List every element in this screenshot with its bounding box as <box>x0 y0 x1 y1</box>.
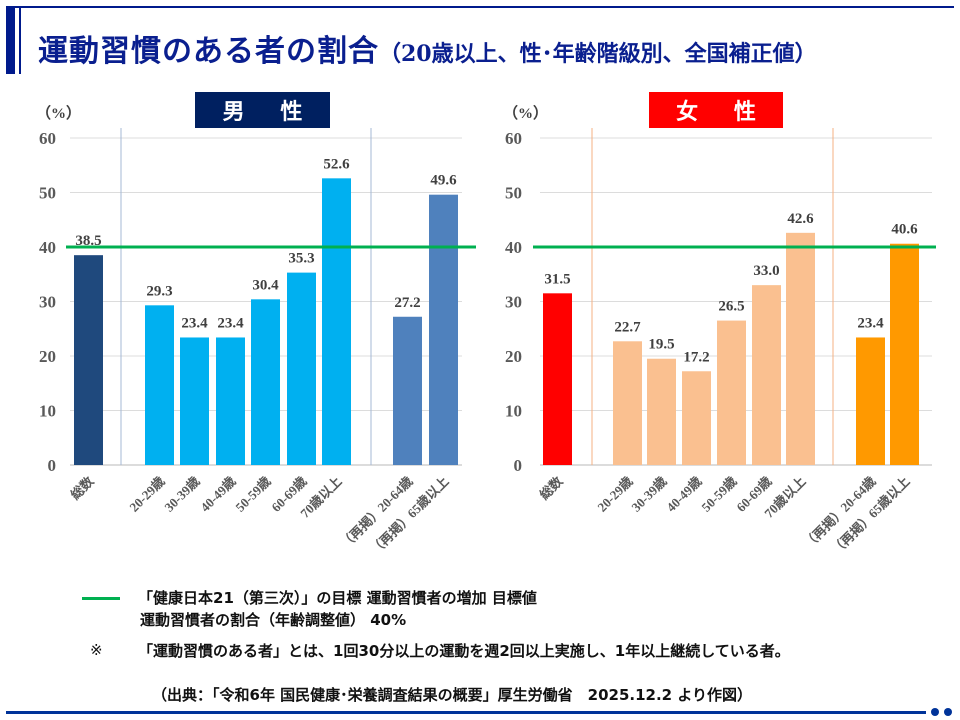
note-mark: ※ <box>90 641 103 659</box>
female-bar <box>856 337 885 465</box>
female-bar-value-label: 31.5 <box>544 271 570 287</box>
male-bar-value-label: 52.6 <box>323 156 350 172</box>
female-bar-value-label: 19.5 <box>648 337 674 353</box>
female-bar <box>890 243 919 465</box>
page-title-main: 運動習慣のある者の割合 <box>38 34 379 69</box>
female-y-tick-label: 50 <box>505 184 522 203</box>
female-bar <box>682 371 711 465</box>
male-y-tick-label: 20 <box>39 347 56 366</box>
female-bar-value-label: 22.7 <box>614 319 641 335</box>
male-y-tick-label: 60 <box>39 129 56 148</box>
bottom-rule <box>6 711 926 714</box>
page-title-subtitle: （20歳以上、性･年齢階級別、全国補正値） <box>379 41 817 67</box>
decorative-dot <box>931 708 939 716</box>
male-y-unit-label: （%） <box>36 104 81 122</box>
male-category-label: 総数 <box>68 473 98 503</box>
male-bar <box>429 194 458 465</box>
male-bar-value-label: 23.4 <box>181 315 208 331</box>
male-bar-value-label: 35.3 <box>288 251 314 267</box>
decorative-dot <box>944 708 952 716</box>
target-line-legend-swatch <box>82 597 120 600</box>
female-bar-value-label: 23.4 <box>857 315 884 331</box>
female-y-tick-label: 0 <box>514 456 523 475</box>
female-category-label: 20-29歳 <box>594 474 635 515</box>
male-bar <box>74 255 103 465</box>
female-panel-label: 女 性 <box>649 92 783 128</box>
female-y-tick-label: 10 <box>505 402 522 421</box>
female-bar-value-label: 42.6 <box>787 211 814 227</box>
female-bar <box>786 232 815 465</box>
source-citation: （出典：「令和6年 国民健康･栄養調査結果の概要」厚生労働省 2025.12.2… <box>152 686 753 704</box>
male-bar <box>393 316 422 465</box>
male-y-tick-label: 50 <box>39 184 56 203</box>
male-bar <box>180 337 209 465</box>
male-category-label: 40-49歳 <box>197 474 238 515</box>
title-top-rule <box>6 6 954 8</box>
female-bar-value-label: 26.5 <box>718 299 744 315</box>
female-bar-value-label: 33.0 <box>753 263 779 279</box>
female-y-tick-label: 20 <box>505 347 522 366</box>
page-title: 運動習慣のある者の割合（20歳以上、性･年齢階級別、全国補正値） <box>38 26 817 70</box>
male-panel-label: 男 性 <box>195 92 330 128</box>
female-category-label: 40-49歳 <box>663 474 704 515</box>
legend-text-line1: 「健康日本21（第三次）」の目標 運動習慣者の増加 目標値 <box>138 589 537 607</box>
male-category-label: 50-59歳 <box>232 474 273 515</box>
male-y-tick-label: 0 <box>48 456 57 475</box>
male-bar <box>251 299 280 465</box>
male-bar-value-label: 27.2 <box>394 295 420 311</box>
female-category-label: 30-39歳 <box>628 474 669 515</box>
legend-text-line2: 運動習慣者の割合（年齢調整値） 40% <box>140 611 407 629</box>
female-bar-value-label: 40.6 <box>891 222 918 238</box>
female-y-tick-label: 60 <box>505 129 522 148</box>
male-bar-value-label: 23.4 <box>217 315 244 331</box>
female-bar <box>647 358 676 465</box>
male-y-tick-label: 40 <box>39 238 56 257</box>
male-bar-value-label: 49.6 <box>430 173 457 189</box>
male-bar <box>287 272 316 465</box>
female-bar <box>613 341 642 465</box>
male-category-label: 30-39歳 <box>161 474 202 515</box>
male-bar-value-label: 38.5 <box>75 233 101 249</box>
male-bar-value-label: 30.4 <box>252 277 279 293</box>
female-bar <box>543 293 572 465</box>
female-bar-value-label: 17.2 <box>683 349 709 365</box>
female-category-label: 総数 <box>537 473 567 503</box>
note-text: 「運動習慣のある者」とは、1回30分以上の運動を週2回以上実施し、1年以上継続し… <box>138 642 790 660</box>
female-y-unit-label: （%） <box>503 104 548 122</box>
female-category-label: 50-59歳 <box>698 474 739 515</box>
female-y-tick-label: 30 <box>505 293 522 312</box>
charts-canvas: （%） 0 10 20 30 40 50 60 38.5 総数 29.3 20-29歳 23.4 30-3… <box>36 104 936 558</box>
female-y-tick-label: 40 <box>505 238 522 257</box>
title-accent-bar <box>6 8 15 74</box>
male-bar-value-label: 29.3 <box>146 283 172 299</box>
male-bar <box>216 337 245 465</box>
male-category-label: 20-29歳 <box>126 474 167 515</box>
male-y-tick-label: 10 <box>39 402 56 421</box>
female-bar <box>717 320 746 465</box>
male-bar <box>145 305 174 465</box>
male-y-tick-label: 30 <box>39 293 56 312</box>
male-bar <box>322 178 351 465</box>
female-bar <box>752 285 781 465</box>
title-accent-thin-bar <box>19 8 21 74</box>
